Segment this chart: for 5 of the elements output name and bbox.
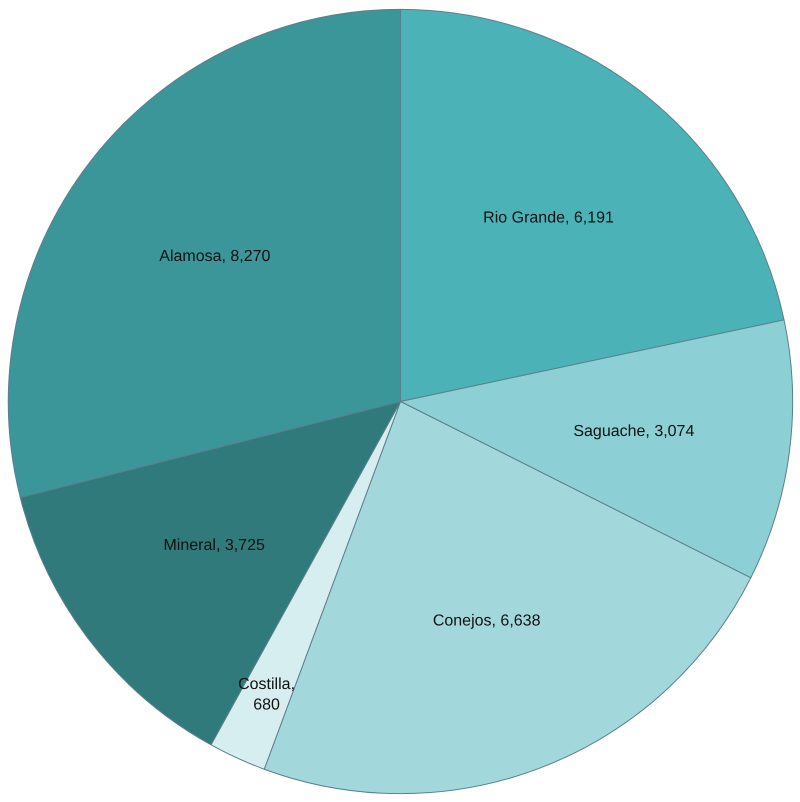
slice-label: Rio Grande, 6,191 <box>483 210 614 227</box>
slice-label: Alamosa, 8,270 <box>159 248 271 266</box>
slice-label: Saguache, 3,074 <box>573 423 694 440</box>
slice-label: Conejos, 6,638 <box>432 612 541 630</box>
slice-label: Mineral, 3,725 <box>163 537 265 554</box>
